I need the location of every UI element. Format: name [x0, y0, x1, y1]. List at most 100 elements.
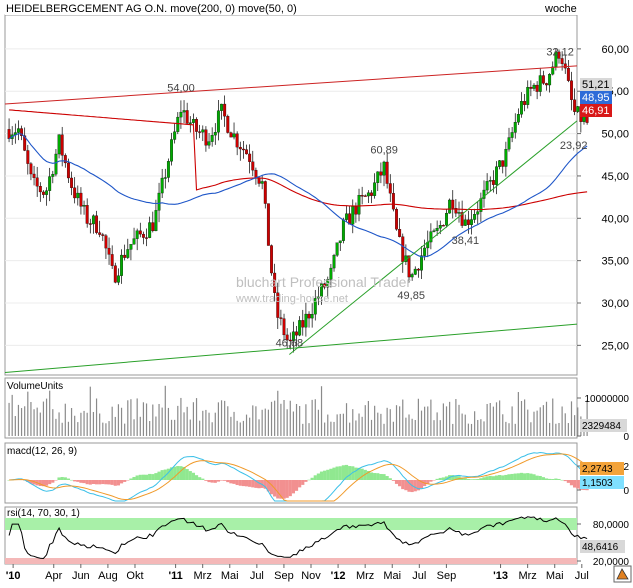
macd-hist-bar: [473, 479, 477, 480]
macd-hist-bar: [554, 478, 558, 480]
candle-body: [110, 254, 114, 266]
macd-hist-bar: [335, 466, 339, 480]
macd-hist-bar: [463, 478, 467, 480]
candle-body: [7, 129, 11, 139]
candle-body: [229, 132, 233, 138]
resize-corner-icon[interactable]: [613, 565, 632, 583]
macd-hist-bar: [101, 480, 105, 485]
volume-last-value: 2329484: [582, 421, 621, 432]
x-tick-label: Sep: [274, 570, 294, 582]
candle-body: [29, 163, 33, 175]
candle-body: [201, 129, 205, 133]
rsi-line: [8, 516, 588, 560]
candle-body: [48, 176, 52, 191]
macd-hist-bar: [154, 473, 158, 480]
candle-body: [226, 116, 230, 133]
candle-body: [157, 192, 161, 211]
macd-hist-bar: [123, 480, 127, 482]
macd-hist-bar: [313, 475, 317, 480]
macd-value: 2,2743: [582, 464, 613, 475]
candle-body: [148, 222, 152, 238]
candle-body: [32, 173, 36, 178]
macd-hist-bar: [376, 473, 380, 480]
candle-body: [166, 161, 170, 178]
volume-badge-bg: [580, 419, 627, 432]
macd-hist-bar: [32, 480, 36, 485]
macd-hist-bar: [476, 479, 480, 480]
macd-hist-bar: [144, 474, 149, 480]
candle-body: [582, 116, 586, 122]
x-tick-label: '13: [493, 570, 508, 582]
macd-hist-bar: [535, 475, 539, 480]
rsi-title: rsi(14, 70, 30, 1): [7, 508, 80, 519]
candle-body: [401, 236, 405, 262]
candle-body: [91, 215, 95, 225]
macd-hist-bar: [38, 480, 42, 487]
price-annotation: 32,12: [546, 46, 574, 58]
macd-hist-bar: [257, 480, 261, 489]
candle-body: [182, 110, 186, 113]
macd-title: macd(12, 26, 9): [7, 446, 77, 457]
macd-hist-bar: [360, 468, 364, 480]
candle-body: [495, 166, 498, 185]
macd-hist-bar: [235, 480, 239, 486]
rsi-y-tick-label: 80,0000: [593, 520, 630, 531]
macd-hist-bar: [454, 475, 458, 480]
macd-hist-bar: [135, 475, 139, 480]
macd-hist-bar: [57, 477, 61, 480]
candle-body: [576, 106, 580, 112]
macd-hist-bar: [491, 476, 495, 480]
macd-hist-bar: [191, 472, 196, 480]
candle-body: [73, 187, 77, 199]
macd-hist-bar: [457, 476, 461, 480]
price-annotation: 38,41: [452, 235, 480, 247]
candle-body: [354, 206, 358, 215]
macd-hist-bar: [182, 466, 186, 480]
macd-hist-bar: [166, 468, 171, 480]
macd-hist-bar: [538, 475, 542, 480]
macd-hist-bar: [44, 480, 49, 486]
macd-hist-bar: [469, 479, 474, 480]
candle-body: [513, 122, 517, 133]
price-badge-ma200: 46,91: [582, 105, 610, 117]
macd-hist-bar: [301, 480, 305, 485]
macd-hist-bar: [266, 480, 271, 492]
macd-hist-bar: [329, 468, 333, 480]
period-label: woche: [544, 3, 577, 15]
candle-body: [254, 169, 258, 178]
x-tick-label: Apr: [45, 570, 62, 582]
macd-hist-bar: [510, 473, 514, 480]
candle-body: [345, 213, 348, 220]
candle-body: [335, 242, 339, 256]
macd-hist-bar: [573, 480, 577, 488]
ma200-line: [9, 109, 588, 211]
macd-hist-bar: [63, 477, 67, 480]
macd-hist-bar: [244, 480, 249, 487]
candle-body: [316, 296, 320, 299]
macd-hist-bar: [413, 480, 417, 492]
macd-hist-bar: [394, 480, 399, 484]
macd-hist-bar: [523, 473, 527, 480]
macd-hist-bar: [569, 480, 574, 486]
candle-body: [451, 199, 455, 209]
candle-body: [545, 83, 548, 86]
macd-hist-bar: [157, 471, 161, 480]
macd-hist-bar: [60, 477, 64, 480]
chart-title: HEIDELBERGCEMENT AG O.N. move(200, 0) mo…: [6, 3, 297, 15]
macd-hist-bar: [51, 480, 55, 483]
macd-hist-bar: [29, 480, 33, 484]
candle-body: [79, 192, 83, 207]
rsi-oversold-band: [5, 558, 577, 564]
candle-body: [413, 268, 417, 275]
macd-hist-bar: [551, 479, 555, 480]
price-y-tick-label: 30,00: [601, 298, 629, 310]
macd-panel: macd(12, 26, 9) 2 0 2,2743 1,1503: [4, 442, 629, 504]
price-annotations: 54,00 46,68 60,89 49,85 38,41 32,12 23,92: [167, 46, 587, 349]
candle-body: [307, 313, 311, 319]
macd-badge-bg: [580, 462, 624, 475]
macd-hist-bar: [494, 475, 499, 480]
macd-hist-bar: [132, 476, 136, 480]
candle-body: [295, 331, 298, 336]
